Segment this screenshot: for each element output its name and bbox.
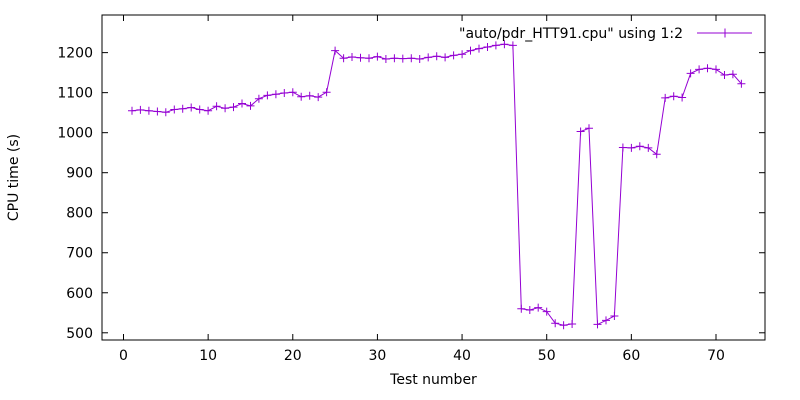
y-tick-label: 800 bbox=[66, 206, 93, 222]
y-tick-label: 1100 bbox=[57, 86, 93, 102]
legend-sample-marker bbox=[720, 28, 730, 38]
x-tick-label: 30 bbox=[369, 348, 387, 364]
y-tick-label: 600 bbox=[66, 286, 93, 302]
x-tick-label: 10 bbox=[199, 348, 217, 364]
y-axis: 500 600 700 800 900 1000 1100 1200 bbox=[57, 46, 765, 342]
x-tick-label: 70 bbox=[707, 348, 725, 364]
y-tick-label: 1200 bbox=[57, 46, 93, 62]
y-tick-label: 1000 bbox=[57, 126, 93, 142]
x-axis: 0 10 20 30 40 50 60 70 bbox=[119, 15, 725, 364]
legend-label: "auto/pdr_HTT91.cpu" using 1:2 bbox=[459, 26, 683, 42]
y-axis-title: CPU time (s) bbox=[6, 134, 22, 221]
y-tick-label: 900 bbox=[66, 166, 93, 182]
x-tick-label: 50 bbox=[538, 348, 556, 364]
y-tick-label: 700 bbox=[66, 246, 93, 262]
x-axis-title: Test number bbox=[389, 372, 477, 388]
series-markers bbox=[128, 40, 746, 330]
plot-border bbox=[101, 14, 766, 341]
x-tick-label: 20 bbox=[284, 348, 302, 364]
legend: "auto/pdr_HTT91.cpu" using 1:2 bbox=[459, 26, 752, 42]
x-tick-label: 60 bbox=[622, 348, 640, 364]
x-tick-label: 40 bbox=[453, 348, 471, 364]
series-line bbox=[131, 43, 742, 326]
y-tick-label: 500 bbox=[66, 326, 93, 342]
x-tick-label: 0 bbox=[119, 348, 128, 364]
